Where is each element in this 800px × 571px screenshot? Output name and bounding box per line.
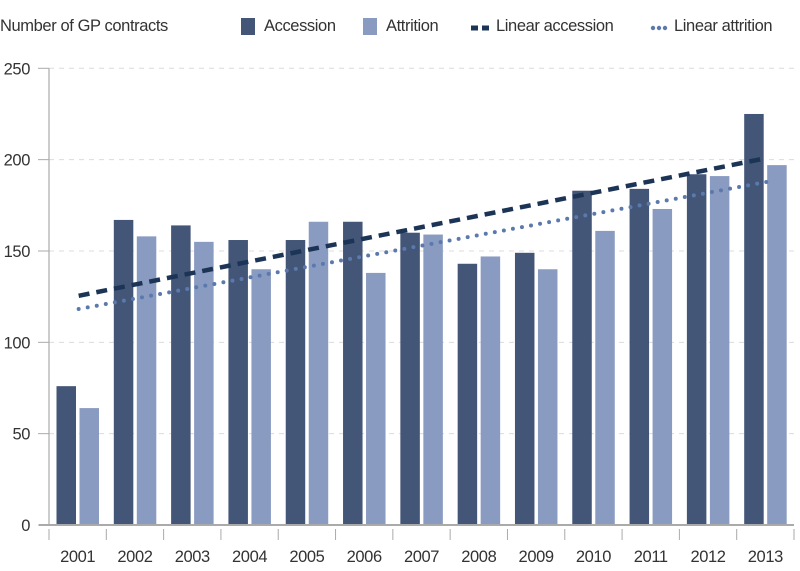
legend-label-attrition: Attrition — [386, 17, 439, 35]
bar-accession-2004 — [228, 240, 248, 525]
x-tick-label: 2008 — [461, 548, 496, 566]
x-tick-label: 2011 — [634, 548, 668, 566]
y-tick-label: 250 — [4, 60, 31, 78]
bar-attrition-2002 — [136, 236, 157, 525]
bar-accession-2003 — [171, 225, 191, 526]
y-tick-label: 100 — [4, 334, 31, 352]
bar-accession-2013 — [744, 113, 764, 525]
bar-attrition-2001 — [79, 408, 99, 525]
y-tick-label: 50 — [12, 426, 30, 444]
x-tick-label: 2004 — [232, 548, 267, 566]
bar-accession-2008 — [457, 263, 478, 525]
legend-label-accession: Accession — [264, 17, 336, 35]
y-tick-label: 0 — [21, 517, 30, 535]
bar-attrition-2005 — [308, 221, 329, 525]
bar-attrition-2012 — [709, 176, 730, 525]
x-tick-label: 2003 — [175, 548, 210, 566]
legend-label-linear-attrition: Linear attrition — [674, 17, 773, 35]
x-tick-label: 2009 — [519, 548, 554, 566]
bar-accession-2011 — [629, 188, 650, 525]
bar-accession-2005 — [285, 240, 306, 525]
y-tick-label: 200 — [4, 152, 31, 170]
bar-attrition-2003 — [194, 241, 214, 525]
x-tick-label: 2001 — [60, 548, 95, 566]
bar-attrition-2008 — [480, 256, 501, 525]
x-tick-label: 2013 — [748, 548, 783, 566]
legend-swatch-accession — [241, 18, 255, 35]
bar-accession-2001 — [56, 386, 76, 525]
trendline-linear-accession — [78, 155, 767, 298]
bar-attrition-2004 — [251, 269, 271, 525]
bar-accession-2007 — [400, 232, 420, 525]
x-tick-label: 2005 — [289, 548, 324, 566]
trendline-linear-attrition — [76, 179, 769, 312]
x-tick-label: 2002 — [117, 548, 152, 566]
bar-accession-2009 — [514, 252, 535, 525]
y-axis-title: Number of GP contracts — [0, 17, 168, 35]
bar-attrition-2013 — [767, 165, 787, 525]
bar-attrition-2011 — [652, 208, 673, 525]
bar-accession-2006 — [343, 221, 363, 525]
y-tick-label: 150 — [4, 243, 31, 261]
bar-accession-2010 — [572, 190, 592, 525]
x-tick-label: 2006 — [347, 548, 382, 566]
bar-attrition-2009 — [537, 269, 558, 525]
bar-attrition-2006 — [366, 272, 386, 525]
legend-swatch-attrition — [363, 18, 377, 35]
bar-attrition-2007 — [423, 234, 443, 525]
x-tick-label: 2010 — [576, 548, 611, 566]
x-tick-label: 2007 — [404, 548, 439, 566]
bar-attrition-2010 — [595, 230, 615, 525]
x-tick-label: 2012 — [690, 548, 725, 566]
bar-accession-2012 — [686, 174, 707, 525]
bar-accession-2002 — [113, 219, 134, 526]
legend-label-linear-accession: Linear accession — [496, 17, 614, 35]
